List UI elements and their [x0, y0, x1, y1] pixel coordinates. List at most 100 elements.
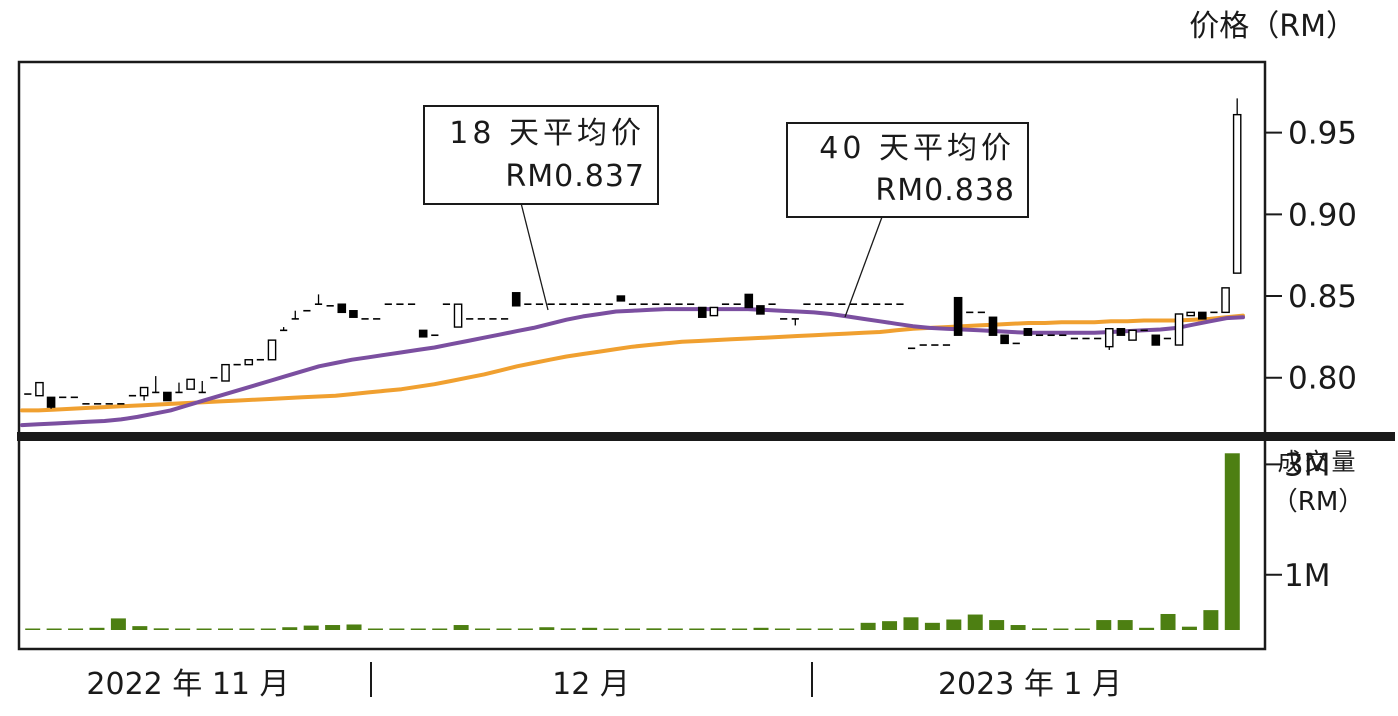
candle-body	[1221, 287, 1230, 314]
chart-frame	[17, 60, 1267, 651]
ma40-annotation-box	[786, 122, 1029, 218]
volume-bar	[410, 628, 426, 630]
ma18-annotation-value: RM0.837	[505, 159, 645, 194]
axis-ticks: 0.95 0.90 0.85 0.80 3M 1M	[1265, 116, 1357, 594]
candle	[1197, 311, 1207, 320]
volume-bars	[25, 453, 1240, 630]
volume-bar	[946, 619, 962, 630]
candle-body	[1232, 113, 1242, 274]
candle	[291, 310, 299, 320]
price-tick-label: 0.90	[1288, 197, 1357, 233]
candle-body	[744, 293, 754, 309]
candle	[1174, 313, 1184, 346]
candle	[988, 316, 998, 336]
price-axis-title: 价格（RM）	[1189, 9, 1356, 44]
price-tick-label: 0.85	[1288, 279, 1357, 315]
volume-bar	[774, 628, 790, 630]
x-label-dec: 12 月	[552, 667, 630, 702]
volume-bar	[539, 627, 555, 630]
volume-bar	[667, 628, 683, 630]
volume-bar	[967, 614, 983, 630]
candle	[35, 381, 44, 397]
volume-bar	[132, 626, 148, 630]
candle-body	[1186, 311, 1195, 317]
ma18-annotation: 18 天平均价 RM0.837	[423, 105, 659, 311]
volume-bar	[25, 628, 41, 630]
candle	[1186, 311, 1195, 317]
candle-body	[244, 359, 254, 366]
candle-body	[1128, 329, 1137, 341]
candle-body	[418, 329, 428, 338]
volume-bar	[924, 622, 940, 630]
ma18-layer	[20, 307, 1245, 428]
candle	[221, 363, 230, 382]
volume-bar	[260, 628, 276, 630]
candle-body	[186, 378, 195, 390]
candle	[349, 310, 358, 318]
candle-body	[35, 381, 44, 397]
volume-bar	[646, 628, 662, 630]
ma18-line	[20, 307, 1245, 428]
volume-bar	[625, 628, 640, 630]
candle-body	[349, 310, 358, 318]
volume-bar	[860, 622, 876, 630]
ma40-layer	[20, 313, 1245, 413]
volume-bar	[839, 628, 855, 630]
volume-bar	[153, 628, 169, 630]
candle	[1232, 98, 1242, 274]
volume-bar	[1096, 620, 1112, 630]
candle-body	[616, 295, 626, 302]
candle-body	[1174, 313, 1184, 346]
candle	[1221, 287, 1230, 314]
volume-bar	[1203, 610, 1219, 630]
volume-bar	[989, 620, 1005, 630]
candle	[152, 376, 160, 394]
volume-bar	[517, 628, 533, 630]
volume-bar	[1053, 628, 1069, 630]
volume-bar	[796, 628, 812, 630]
candle-body	[1104, 327, 1114, 348]
volume-bar	[239, 628, 255, 630]
volume-bar	[603, 628, 619, 630]
x-label-jan-2023: 2023 年 1 月	[938, 667, 1122, 702]
panel-separator	[17, 432, 1395, 441]
candle	[511, 292, 521, 307]
volume-bar	[1160, 613, 1176, 630]
candle-body	[988, 316, 998, 336]
candle	[744, 293, 754, 309]
volume-bar	[1010, 625, 1026, 630]
candle	[1151, 334, 1161, 346]
volume-bar	[68, 628, 84, 630]
candle	[280, 327, 288, 332]
volume-bar	[432, 628, 448, 630]
candle-body	[1116, 327, 1126, 336]
candle	[337, 303, 347, 314]
candle-body	[1197, 311, 1207, 320]
candle	[418, 329, 428, 338]
volume-bar	[1032, 628, 1047, 630]
ma18-annotation-title: 18 天平均价	[449, 116, 645, 151]
volume-bar	[389, 628, 405, 630]
candle-body	[163, 391, 172, 402]
candle-body	[1000, 334, 1009, 345]
candle	[697, 306, 707, 318]
candle	[314, 294, 323, 305]
volume-tick-label: 3M	[1284, 447, 1330, 483]
candle-body	[953, 296, 963, 336]
candle-body	[267, 339, 277, 361]
candle-body	[46, 396, 56, 408]
ma40-annotation: 40 天平均价 RM0.838	[786, 122, 1029, 318]
volume-bar	[753, 627, 769, 630]
volume-bar	[689, 628, 705, 630]
ma40-annotation-value: RM0.838	[875, 173, 1015, 208]
volume-bar	[196, 628, 212, 630]
volume-bar	[1139, 627, 1155, 630]
candle	[267, 339, 277, 361]
candle-body	[337, 303, 347, 314]
candle-body	[139, 386, 149, 397]
candle	[163, 391, 172, 402]
ma40-annotation-leader	[844, 216, 883, 318]
volume-bar	[367, 628, 383, 630]
ma18-annotation-box	[423, 105, 659, 205]
